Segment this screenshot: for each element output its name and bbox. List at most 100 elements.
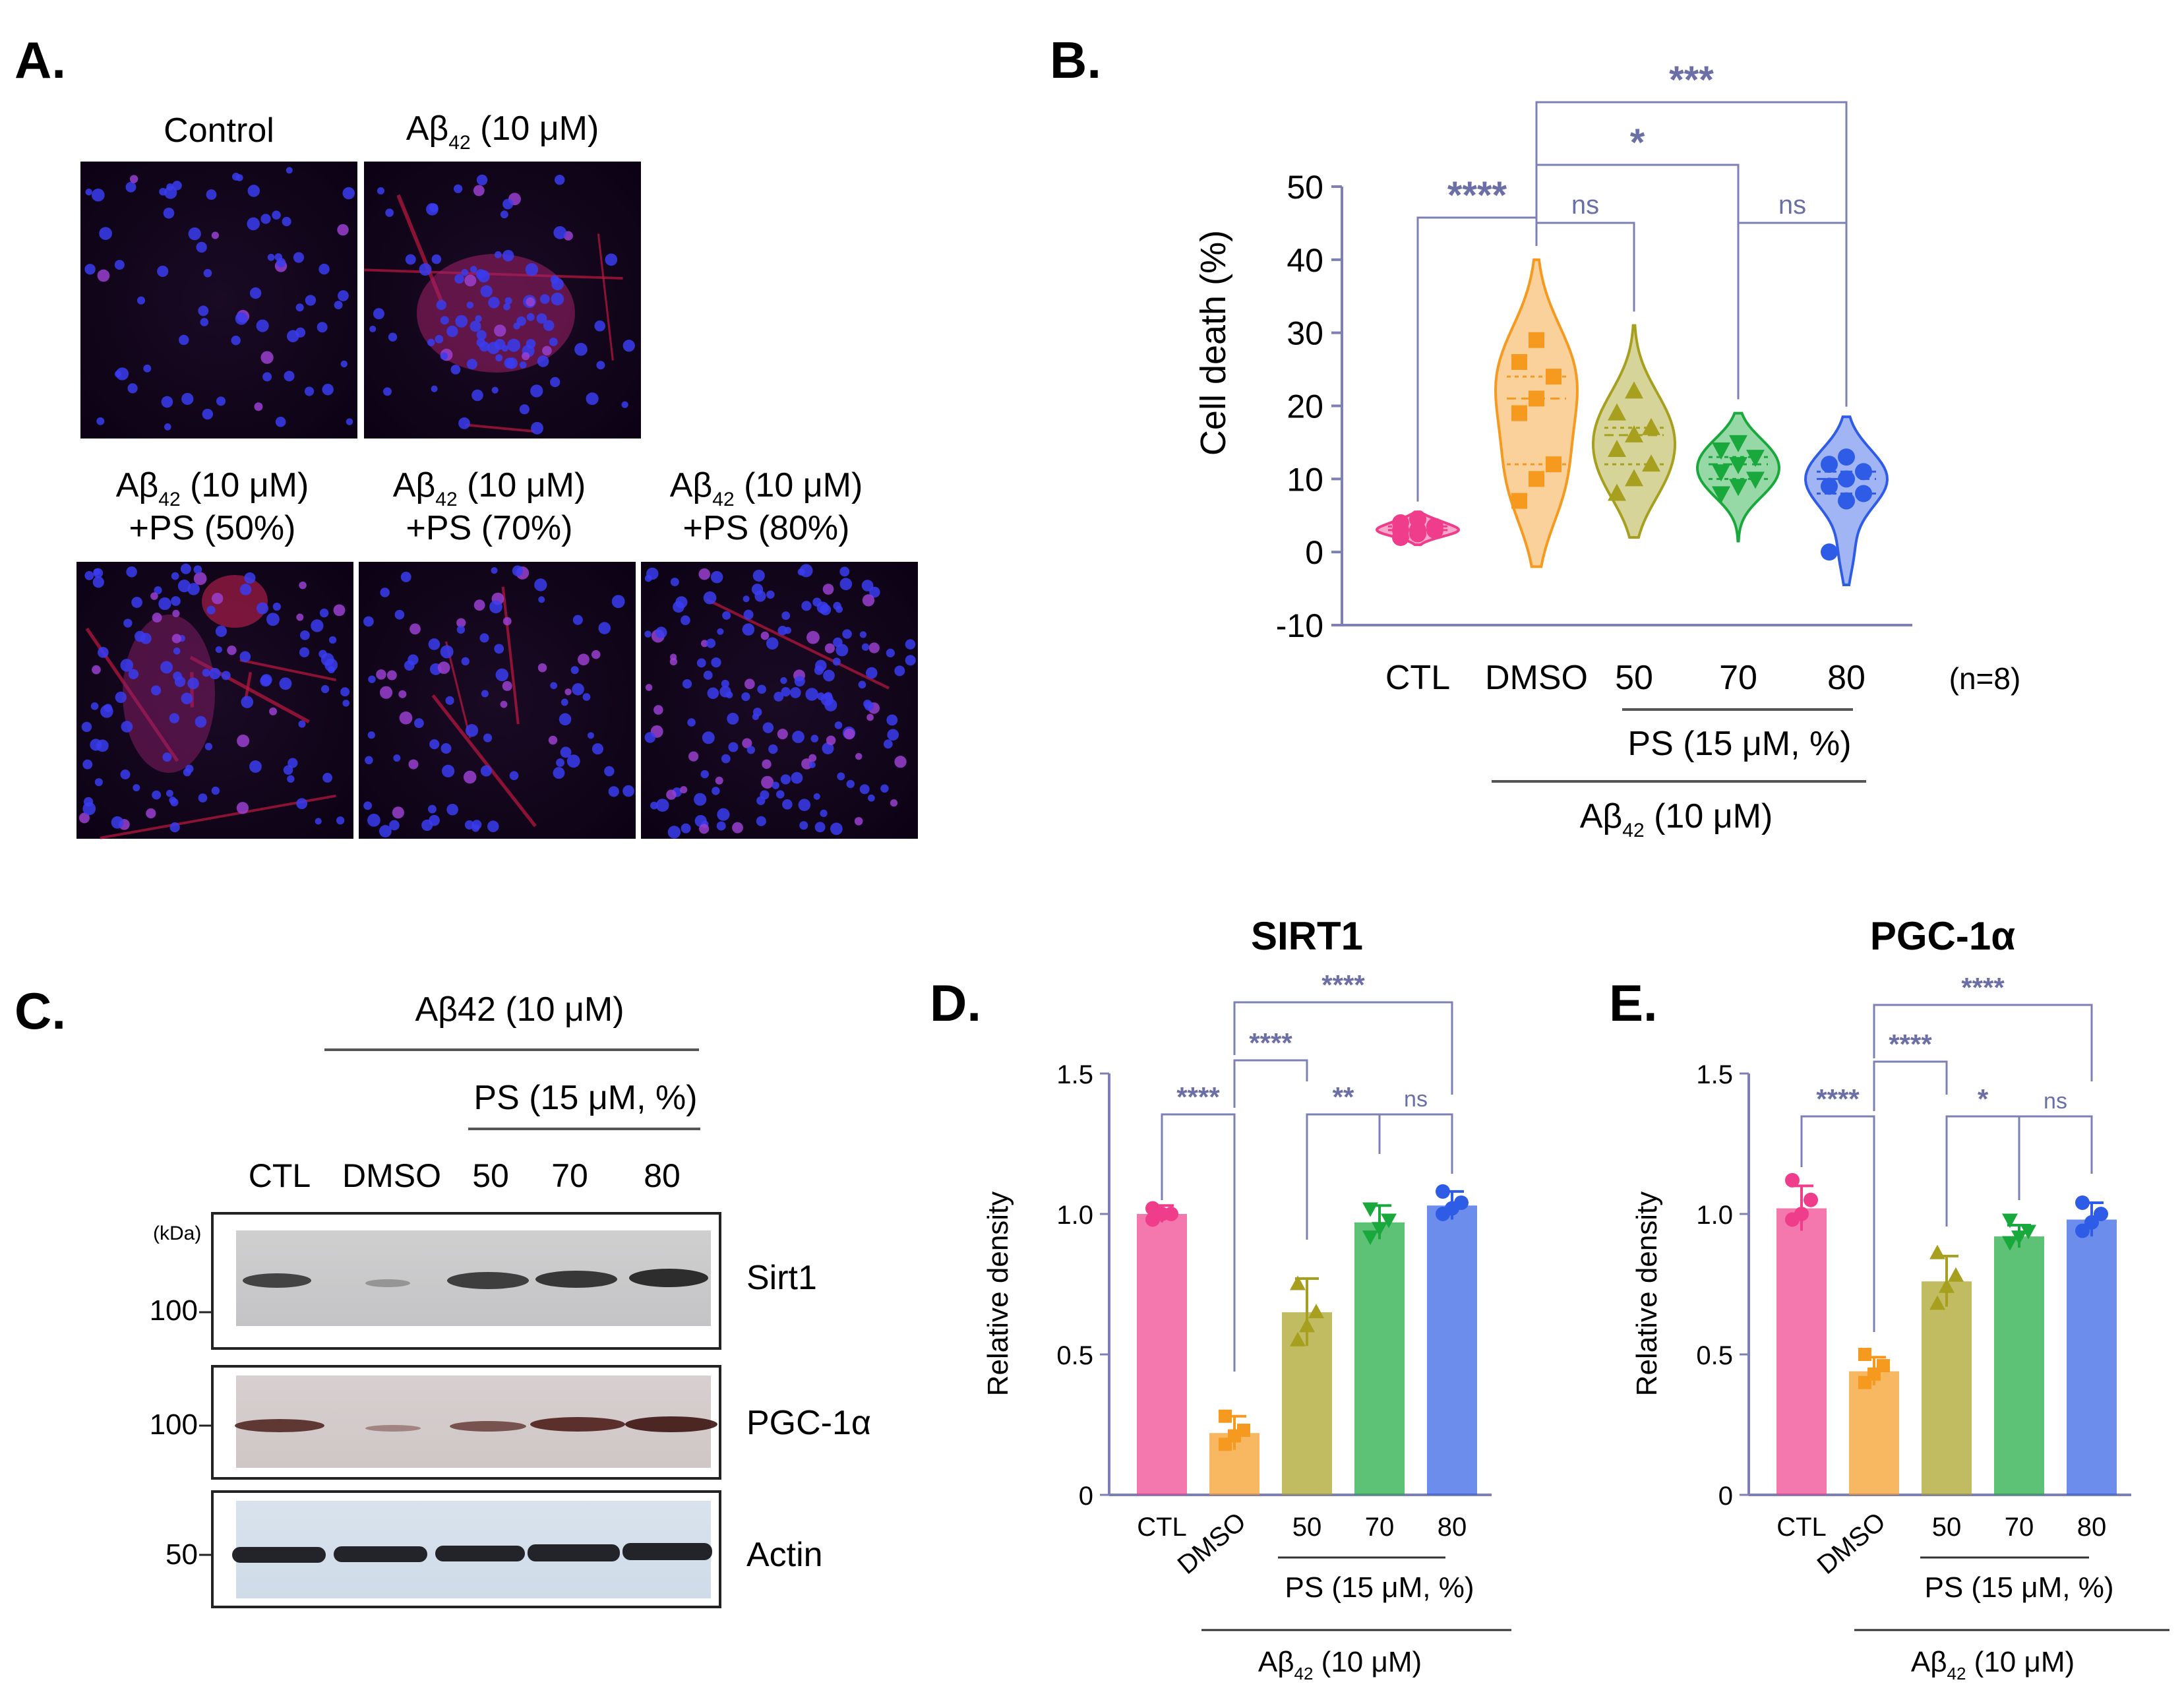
nucleus <box>171 596 181 606</box>
nucleus <box>115 691 127 704</box>
data-point <box>1381 1213 1397 1228</box>
nucleus <box>475 269 486 280</box>
image-label-ps80-line2: +PS (80%) <box>683 509 850 547</box>
nucleus <box>837 772 845 781</box>
cell-cluster <box>202 575 268 628</box>
data-point <box>1608 483 1626 501</box>
data-point <box>1948 1267 1964 1282</box>
bar-70 <box>1354 1222 1405 1495</box>
nucleus <box>195 715 207 728</box>
nucleus <box>94 778 103 787</box>
nucleus <box>435 334 444 344</box>
data-point <box>1237 1424 1250 1437</box>
nucleus <box>594 320 606 332</box>
data-point <box>2011 1230 2027 1246</box>
nucleus <box>368 675 376 683</box>
data-point <box>1546 369 1562 385</box>
y-tick-label: 0 <box>1079 1482 1093 1511</box>
nucleus <box>768 744 778 754</box>
data-point <box>1746 450 1765 468</box>
panel-a-letter: A. <box>15 31 66 89</box>
significance-bracket <box>1535 101 1848 407</box>
significance-label: **** <box>1816 1083 1860 1114</box>
data-point <box>2002 1213 2018 1228</box>
nucleus <box>667 826 681 839</box>
nucleus <box>198 305 209 317</box>
significance-bracket <box>1800 1115 1875 1332</box>
nucleus <box>513 322 520 330</box>
data-point <box>1392 514 1409 531</box>
nucleus <box>476 338 485 348</box>
nucleus <box>791 771 803 784</box>
nucleus <box>886 714 898 726</box>
nucleus <box>644 630 652 638</box>
nucleus <box>555 175 565 185</box>
nucleus <box>688 751 699 762</box>
nucleus <box>181 692 193 705</box>
nucleus <box>461 268 469 276</box>
nucleus <box>446 325 458 338</box>
data-point <box>1164 1207 1178 1221</box>
data-point <box>1939 1278 1955 1293</box>
bar-CTL <box>1137 1214 1187 1495</box>
blot-actin-marker: 50 <box>166 1538 198 1571</box>
nucleus <box>816 601 829 614</box>
nucleus <box>582 693 591 701</box>
image-label-ps70-line1: Aβ42 (10 μM) <box>393 466 586 510</box>
nucleus <box>777 626 787 636</box>
significance-label: **** <box>1961 972 2005 1003</box>
nucleus <box>446 803 458 816</box>
nucleus <box>504 297 512 305</box>
nucleus <box>894 756 907 768</box>
nucleus <box>598 622 611 634</box>
significance-label: *** <box>1669 59 1714 102</box>
data-point <box>1804 1192 1818 1207</box>
nucleus <box>318 263 330 275</box>
nucleus <box>799 821 808 830</box>
nucleus <box>801 601 812 611</box>
nucleus <box>820 809 828 818</box>
significance-label: * <box>1630 121 1645 164</box>
nucleus <box>367 814 380 827</box>
neurite <box>244 672 253 701</box>
nucleus <box>682 679 692 689</box>
nucleus <box>716 821 726 831</box>
nucleus <box>206 189 217 200</box>
nucleus <box>369 325 377 332</box>
nucleus <box>231 335 241 346</box>
nucleus <box>526 313 535 321</box>
nucleus <box>123 619 133 628</box>
data-point <box>1821 456 1838 473</box>
micrograph-ps70 <box>359 562 636 839</box>
nucleus <box>566 754 580 768</box>
nucleus <box>822 584 834 595</box>
nucleus <box>92 576 104 588</box>
nucleus <box>304 386 315 396</box>
nucleus <box>129 175 138 183</box>
nucleus <box>440 316 449 325</box>
nucleus <box>502 681 512 691</box>
x-tick-label: 50 <box>1615 659 1653 697</box>
nucleus <box>114 260 125 270</box>
nucleus <box>239 584 252 595</box>
nucleus <box>752 708 762 717</box>
nucleus <box>363 616 374 627</box>
nucleus <box>249 760 262 773</box>
lane-label-ctl: CTL <box>249 1157 311 1194</box>
x-tick-label: CTL <box>1385 659 1450 697</box>
data-point <box>1877 1359 1890 1373</box>
nucleus <box>244 572 256 584</box>
nucleus <box>231 172 240 181</box>
significance-bracket <box>1873 1060 1948 1111</box>
nucleus <box>324 658 338 672</box>
nucleus <box>286 167 293 174</box>
nucleus <box>333 604 346 617</box>
nucleus <box>419 263 432 276</box>
chart-b-n-note: (n=8) <box>1949 661 2021 696</box>
kda-label: (kDa) <box>153 1223 201 1244</box>
nucleus <box>334 301 343 310</box>
blot-actin: 50 Actin <box>166 1490 823 1608</box>
nucleus <box>256 319 269 332</box>
nucleus <box>209 667 221 680</box>
